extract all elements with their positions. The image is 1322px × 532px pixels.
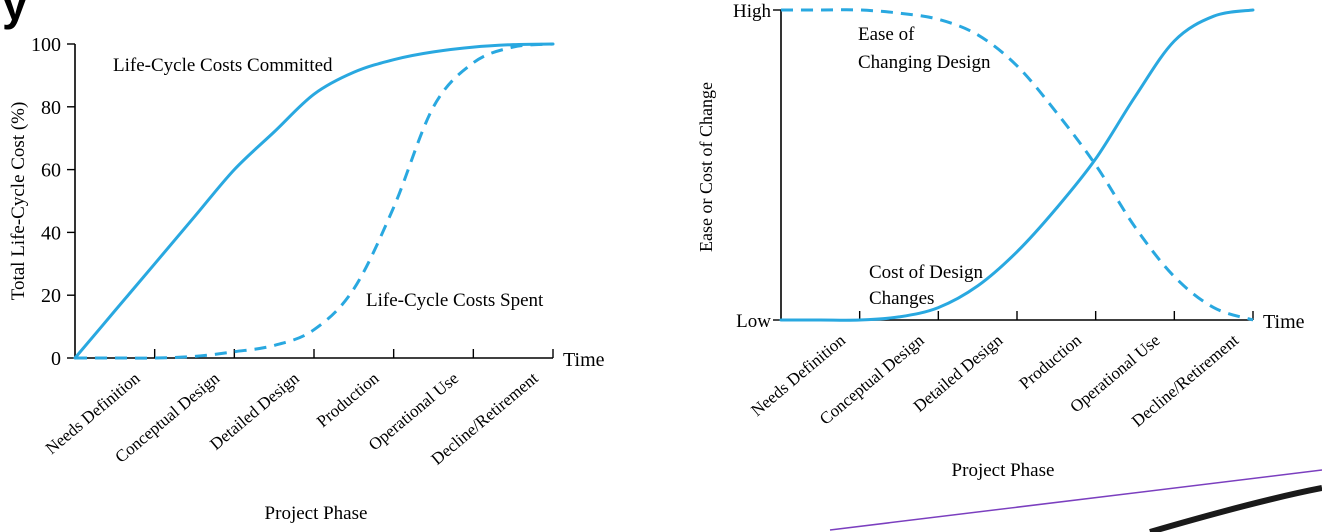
c1-y-tick-label-100: 100 [31,34,61,56]
c2-label-cost-line2: Changes [869,288,934,309]
c1-series-lines [73,42,555,360]
c1-y-tick-label-40: 40 [41,222,61,244]
c2-y-tick-high: High [733,1,772,22]
c2-y-tick-low: Low [736,311,771,332]
c2-label-ease-line2: Changing Design [858,52,991,73]
slide-accent-lines [829,469,1322,532]
accent-line-purple [829,469,1322,531]
accent-line-dark [1149,485,1322,532]
committed-vs-spent-chart: 0 20 40 60 80 100 Needs DefinitionConceptual … [8,34,605,524]
c2-line-cost-of-design-changes [779,8,1255,322]
c1-time-label: Time [563,349,605,371]
c1-label-committed: Life-Cycle Costs Committed [113,55,333,76]
c1-y-tick-label-0: 0 [51,348,61,370]
c1-y-ticks: 0 20 40 60 80 100 [31,34,75,370]
c1-y-tick-label-20: 20 [41,285,61,307]
c2-y-axis-title: Ease or Cost of Change [696,82,716,252]
c1-y-tick-label-80: 80 [41,97,61,119]
c2-line-ease-of-changing-design [780,8,1254,322]
c2-series-lines [779,8,1255,322]
c1-phase-production: Production [313,368,383,431]
c1-line-life-cycle-costs-committed [73,42,555,360]
c1-y-tick-label-60: 60 [41,160,61,182]
c1-label-spent: Life-Cycle Costs Spent [366,290,544,311]
c2-label-cost-line1: Cost of Design [869,262,984,283]
c1-y-axis-title: Total Life-Cycle Cost (%) [8,102,29,301]
c2-label-ease-line1: Ease of [858,24,915,45]
c2-time-label: Time [1263,311,1305,333]
heading-fragment: y [2,0,28,30]
c1-line-life-cycle-costs-spent [75,42,554,360]
c2-phase-production: Production [1016,330,1086,393]
c2-x-axis-title: Project Phase [952,460,1055,481]
c1-x-axis-title: Project Phase [265,503,368,524]
